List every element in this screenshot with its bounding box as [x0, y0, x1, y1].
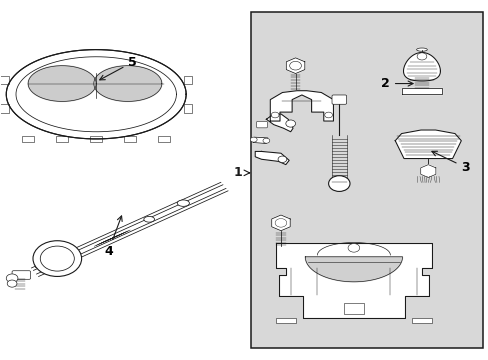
- Bar: [183, 76, 192, 84]
- Polygon shape: [305, 257, 402, 282]
- Bar: [411, 318, 431, 323]
- Circle shape: [328, 176, 349, 192]
- Text: 5: 5: [100, 55, 137, 80]
- Polygon shape: [255, 152, 288, 165]
- Bar: [158, 136, 170, 143]
- Ellipse shape: [143, 216, 154, 222]
- Circle shape: [416, 53, 426, 60]
- Circle shape: [324, 112, 332, 118]
- Polygon shape: [270, 91, 333, 121]
- FancyBboxPatch shape: [256, 121, 267, 128]
- Circle shape: [289, 61, 301, 70]
- FancyBboxPatch shape: [331, 95, 346, 104]
- FancyBboxPatch shape: [12, 271, 30, 279]
- Circle shape: [40, 246, 74, 271]
- Circle shape: [271, 112, 279, 118]
- Polygon shape: [28, 66, 96, 102]
- Circle shape: [275, 219, 286, 227]
- Polygon shape: [285, 58, 304, 73]
- Bar: [90, 136, 102, 143]
- Polygon shape: [94, 66, 162, 102]
- Bar: [22, 136, 34, 143]
- Bar: [0, 76, 9, 84]
- Polygon shape: [401, 88, 442, 94]
- Text: 4: 4: [104, 216, 122, 258]
- Polygon shape: [253, 137, 267, 144]
- Text: 3: 3: [431, 151, 469, 174]
- Circle shape: [6, 274, 18, 283]
- Bar: [276, 318, 295, 323]
- Ellipse shape: [416, 48, 427, 51]
- Bar: [0, 104, 9, 113]
- Circle shape: [278, 156, 286, 162]
- Polygon shape: [394, 130, 460, 158]
- Circle shape: [347, 244, 359, 252]
- Bar: [183, 104, 192, 113]
- Bar: [250, 12, 482, 348]
- Polygon shape: [420, 165, 435, 177]
- Circle shape: [285, 120, 295, 127]
- Polygon shape: [271, 215, 290, 231]
- Circle shape: [33, 241, 81, 276]
- Circle shape: [7, 280, 17, 287]
- Polygon shape: [6, 50, 186, 139]
- Polygon shape: [276, 243, 431, 318]
- Ellipse shape: [177, 200, 189, 206]
- Text: 1: 1: [233, 166, 242, 179]
- Circle shape: [250, 137, 257, 142]
- Polygon shape: [403, 53, 440, 81]
- Bar: [344, 303, 363, 314]
- Polygon shape: [266, 114, 292, 132]
- Bar: [124, 136, 136, 143]
- Circle shape: [263, 138, 269, 143]
- Text: 2: 2: [380, 77, 412, 90]
- Bar: [56, 136, 68, 143]
